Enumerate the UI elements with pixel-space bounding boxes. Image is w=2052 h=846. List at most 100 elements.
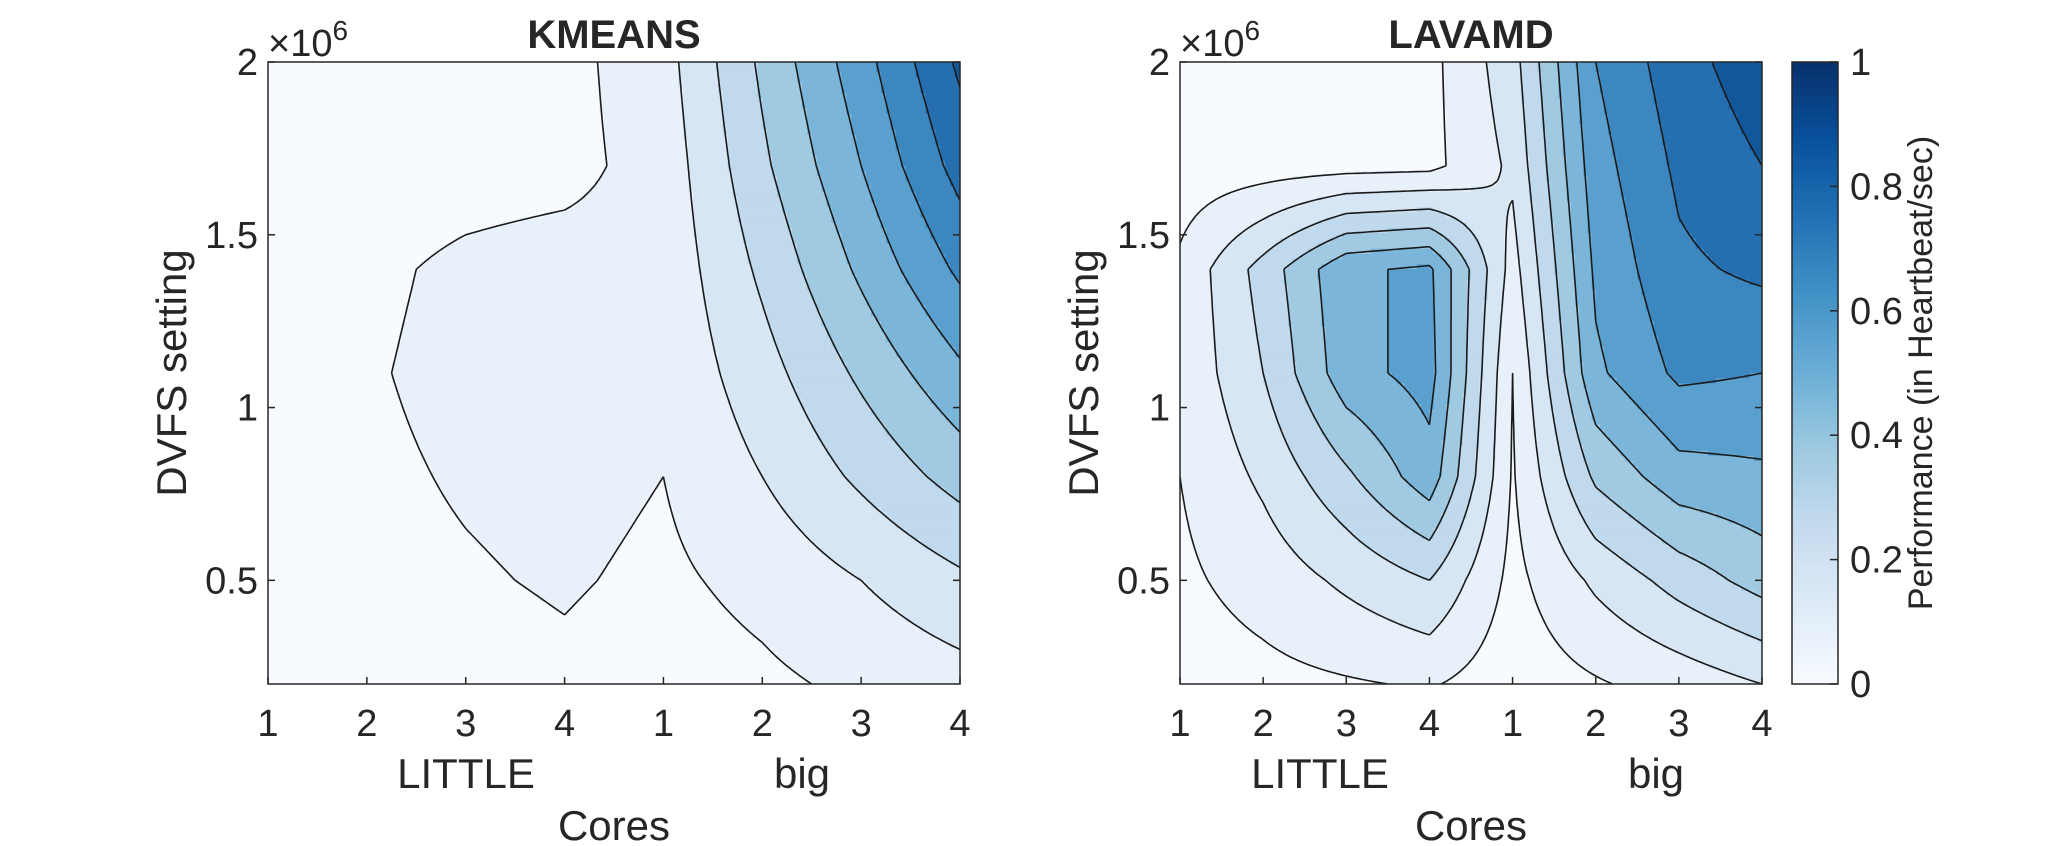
contour-band-cell (747, 253, 798, 260)
contour-band-cell (1387, 326, 1435, 333)
contour-band-cell (915, 196, 960, 203)
contour-band-cell (1695, 243, 1762, 250)
contour-band-cell (1554, 253, 1576, 260)
contour-fill-kmeans (268, 62, 960, 684)
colorbar-tick-label: 0.2 (1850, 540, 1903, 582)
contour-band-cell (1537, 435, 1559, 441)
contour-band-cell (1558, 538, 1601, 545)
contour-band-cell (268, 678, 808, 684)
contour-band-cell (1180, 87, 1443, 94)
contour-band-cell (1458, 455, 1476, 462)
contour-band-cell (1213, 326, 1256, 333)
contour-band-cell (945, 487, 960, 493)
contour-line (951, 62, 960, 89)
contour-band-cell (900, 150, 941, 156)
contour-band-cell (1574, 279, 1593, 286)
contour-band-cell (895, 253, 946, 260)
contour-band-cell (693, 559, 838, 566)
contour-band-cell (1653, 93, 1726, 99)
contour-band-cell (1450, 279, 1468, 286)
contour-band-cell (712, 590, 877, 597)
contour-band-cell (1537, 440, 1559, 447)
contour-band-cell (1487, 502, 1510, 509)
contour-band-cell (880, 217, 926, 224)
contour-band-cell (791, 233, 842, 239)
contour-band-cell (1263, 502, 1327, 509)
contour-band-cell (1728, 98, 1762, 105)
contour-band-cell (1653, 419, 1762, 426)
contour-band-cell (1433, 575, 1468, 581)
contour-band-cell (1180, 207, 1202, 213)
contour-band-cell (1525, 124, 1543, 130)
contour-band-cell (1525, 315, 1543, 322)
contour-band-cell (1441, 77, 1489, 84)
contour-band-cell (1279, 647, 1480, 654)
contour-band-cell (1412, 393, 1435, 400)
contour-band-cell (1529, 367, 1547, 374)
contour-band-cell (268, 170, 605, 177)
contour-band-cell (436, 481, 660, 488)
contour-band-cell (1749, 144, 1762, 151)
contour-band-cell (1433, 279, 1451, 286)
contour-band-cell (1217, 253, 1264, 260)
contour-band-cell (1649, 414, 1762, 421)
contour-band-cell (1604, 492, 1667, 498)
contour-band-cell (1699, 559, 1762, 566)
contour-band-cell (752, 274, 808, 281)
contour-band-cell (1441, 98, 1493, 105)
contour-band-cell (1608, 367, 1667, 374)
contour-band-cell (1271, 518, 1339, 524)
contour-band-cell (1250, 264, 1289, 270)
contour-band-cell (1658, 103, 1730, 110)
contour-band-cell (1321, 264, 1418, 270)
contour-band-cell (885, 238, 936, 245)
contour-band-cell (268, 362, 393, 369)
contour-band-cell (885, 424, 956, 431)
contour-band-cell (1487, 82, 1522, 89)
contour-band-cell (1487, 62, 1522, 68)
contour-band-cell (1446, 414, 1464, 421)
contour-band-cell (1570, 227, 1588, 234)
contour-band-cell (767, 129, 808, 136)
contour-band-cell (1446, 554, 1476, 561)
contour-band-cell (1574, 295, 1597, 302)
contour-band-cell (1180, 243, 1227, 250)
contour-band-cell (1649, 72, 1717, 79)
contour-band-cell (890, 341, 951, 348)
contour-band-cell (1313, 487, 1368, 493)
contour-band-cell (1508, 487, 1518, 493)
contour-band-cell (816, 155, 862, 162)
contour-band-cell (1645, 295, 1762, 302)
contour-band-cell (757, 637, 941, 644)
contour-band-cell (1624, 455, 1755, 462)
contour-band-cell (693, 212, 739, 219)
contour-band-cell (539, 595, 580, 602)
contour-band-cell (1180, 155, 1447, 162)
contour-band-cell (450, 507, 645, 514)
contour-band-cell (1562, 352, 1580, 359)
contour-band-cell (268, 217, 521, 224)
contour-band-cell (1674, 445, 1762, 452)
contour-band-cell (1525, 326, 1543, 333)
contour-band-cell (1591, 528, 1651, 535)
contour-band-cell (268, 606, 556, 613)
contour-band-cell (268, 258, 427, 265)
contour-band-cell (930, 227, 960, 234)
contour-band-cell (1558, 279, 1576, 286)
contour-band-cell (441, 492, 655, 498)
contour-band-cell (1188, 523, 1277, 530)
contour-band-cell (1466, 336, 1485, 343)
contour-band-cell (1246, 466, 1302, 473)
contour-band-cell (856, 274, 907, 281)
contour-band-cell (1300, 227, 1389, 234)
contour-band-cell (1529, 388, 1551, 395)
contour-band-cell (905, 616, 960, 623)
contour-band-cell (1633, 398, 1762, 405)
contour-band-cell (1549, 191, 1568, 198)
contour-band-cell (1180, 279, 1210, 286)
contour-band-cell (1254, 326, 1293, 333)
contour-band-cell (1471, 569, 1505, 576)
contour-band-cell (604, 134, 684, 141)
contour-band-cell (1479, 238, 1505, 245)
contour-band-cell (727, 165, 773, 172)
